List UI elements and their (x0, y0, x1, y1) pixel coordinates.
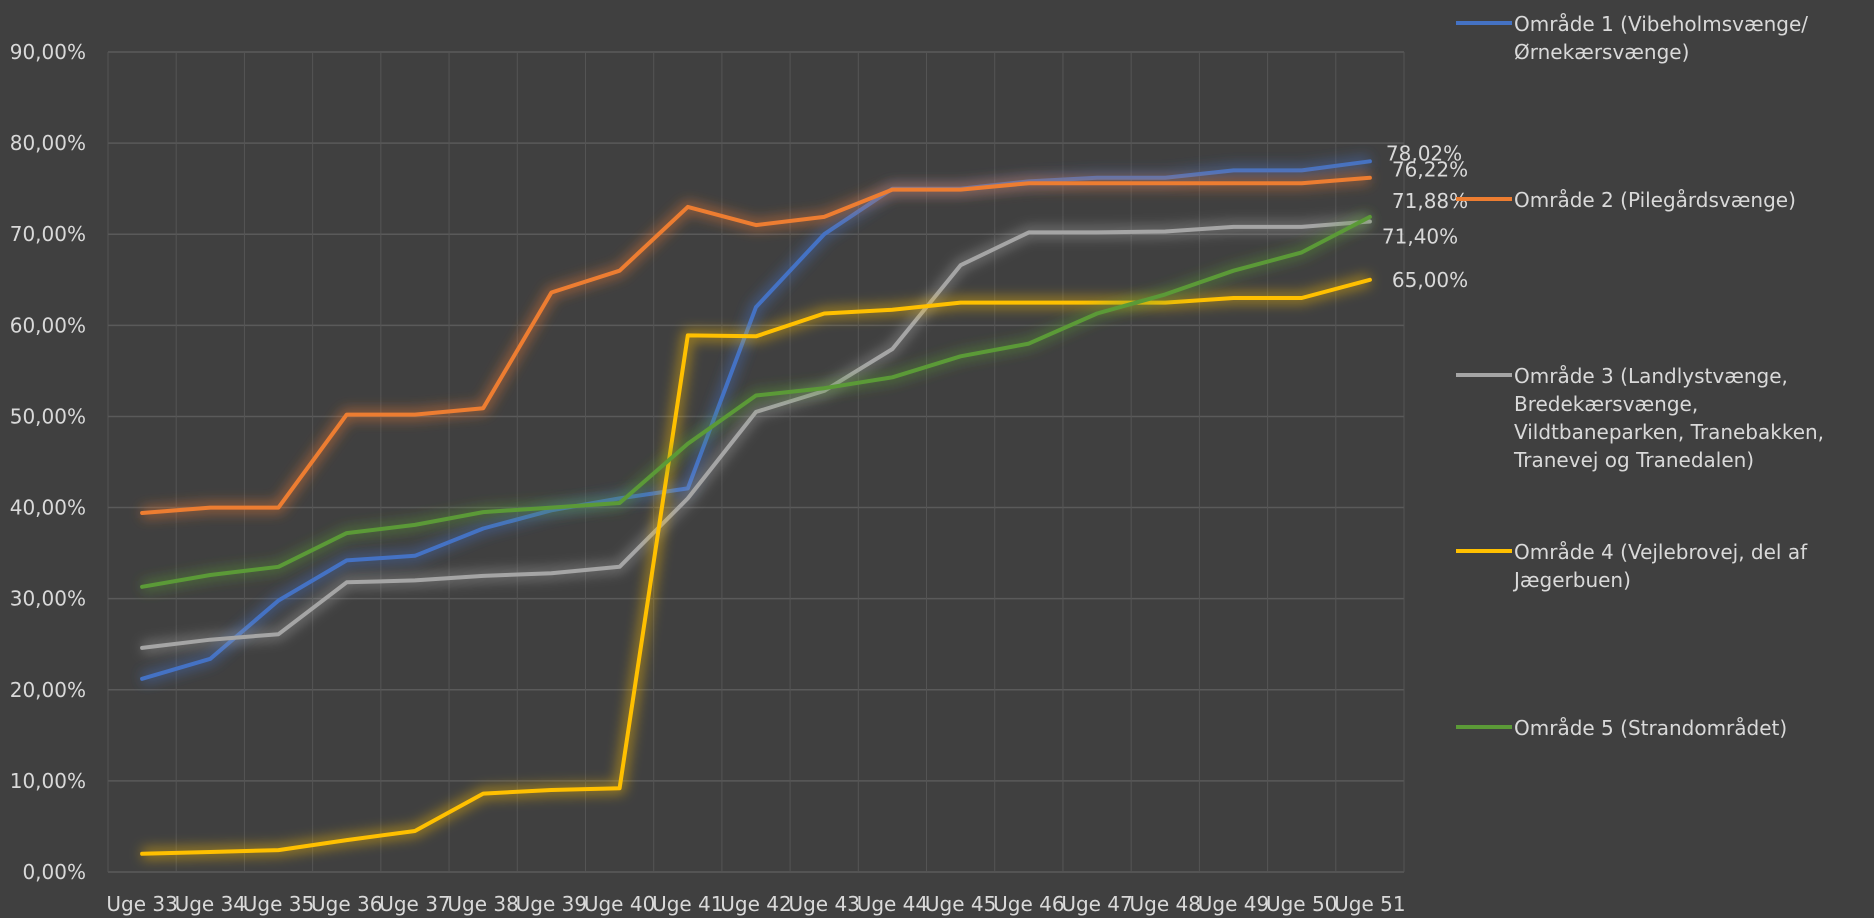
y-tick-label: 70,00% (10, 222, 86, 246)
x-tick-label: Uge 50 (1266, 892, 1337, 916)
y-tick-label: 50,00% (10, 404, 86, 428)
x-tick-label: Uge 42 (720, 892, 791, 916)
legend-swatch (1456, 725, 1512, 729)
legend-item: Område 4 (Vejlebrovej, del af Jægerbuen) (1456, 538, 1874, 594)
x-tick-label: Uge 45 (925, 892, 996, 916)
y-tick-label: 0,00% (22, 860, 86, 884)
x-tick-label: Uge 44 (857, 892, 928, 916)
legend-label: Område 5 (Strandområdet) (1514, 716, 1788, 740)
x-tick-label: Uge 35 (243, 892, 314, 916)
x-tick-label: Uge 49 (1198, 892, 1269, 916)
end-data-label: 78,02% (1386, 141, 1462, 165)
x-tick-label: Uge 43 (788, 892, 859, 916)
y-tick-label: 30,00% (10, 587, 86, 611)
legend-item: Område 1 (Vibeholmsvænge/Ørnekærsvænge) (1456, 10, 1874, 66)
x-tick-label: Uge 39 (516, 892, 587, 916)
x-tick-label: Uge 51 (1334, 892, 1405, 916)
x-tick-label: Uge 41 (652, 892, 723, 916)
legend-swatch (1456, 373, 1512, 377)
x-tick-label: Uge 46 (993, 892, 1064, 916)
x-tick-label: Uge 48 (1130, 892, 1201, 916)
y-tick-label: 10,00% (10, 769, 86, 793)
plot-area: 0,00% 10,00% 20,00% 30,00% 40,00% 50,00% 60,00… (10, 40, 1468, 916)
x-tick-label: Uge 37 (379, 892, 450, 916)
legend-label: Område 2 (Pilegårdsvænge) (1514, 188, 1796, 212)
legend-label: Område 4 (Vejlebrovej, del af Jægerbuen) (1514, 540, 1808, 592)
y-tick-label: 80,00% (10, 131, 86, 155)
x-tick-label: Uge 36 (311, 892, 382, 916)
x-tick-label: Uge 38 (447, 892, 518, 916)
legend-item: Område 3 (Landlystvænge, Bredekærsvænge,… (1456, 362, 1874, 474)
end-data-label: 65,00% (1392, 268, 1468, 292)
x-tick-label: Uge 47 (1061, 892, 1132, 916)
legend-item: Område 5 (Strandområdet) (1456, 714, 1874, 742)
y-tick-label: 60,00% (10, 313, 86, 337)
legend-swatch (1456, 549, 1512, 553)
legend-label: Område 1 (Vibeholmsvænge/Ørnekærsvænge) (1514, 12, 1809, 64)
legend-swatch (1456, 197, 1512, 201)
end-data-label: 76,22% (1392, 158, 1468, 182)
legend-swatch (1456, 21, 1512, 25)
y-tick-label: 40,00% (10, 496, 86, 520)
legend-item: Område 2 (Pilegårdsvænge) (1456, 186, 1874, 214)
legend-label: Område 3 (Landlystvænge, Bredekærsvænge,… (1514, 364, 1825, 472)
y-tick-label: 90,00% (10, 40, 86, 64)
series-glow (141, 211, 1373, 593)
legend: Område 1 (Vibeholmsvænge/Ørnekærsvænge) O… (1456, 0, 1874, 918)
end-data-label: 71,40% (1382, 224, 1458, 248)
y-tick-label: 20,00% (10, 678, 86, 702)
end-data-label: 71,88% (1392, 189, 1468, 213)
x-tick-label: Uge 33 (106, 892, 177, 916)
x-tick-label: Uge 34 (175, 892, 246, 916)
x-tick-label: Uge 40 (584, 892, 655, 916)
